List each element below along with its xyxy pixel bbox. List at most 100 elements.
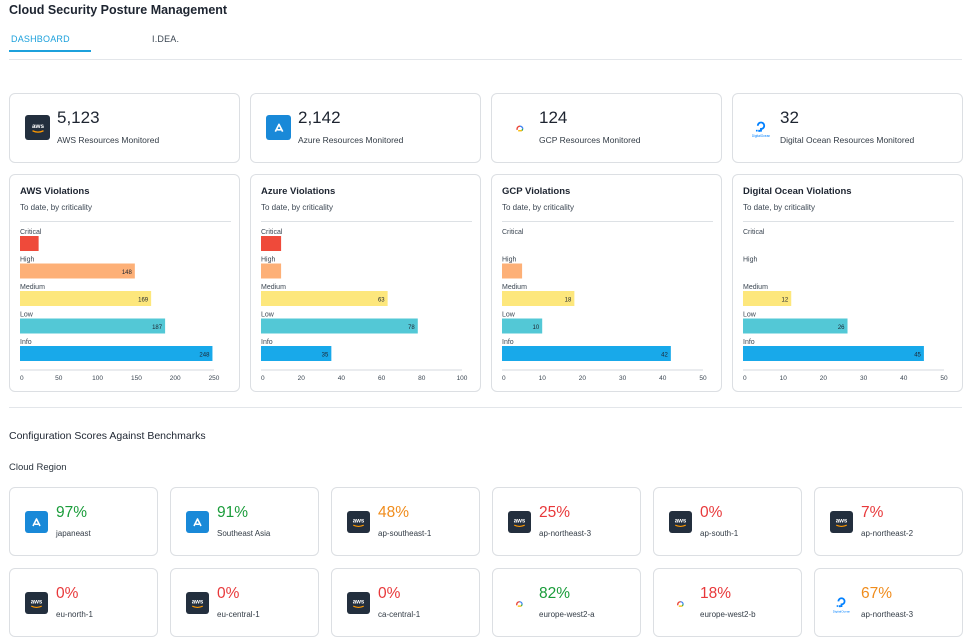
bar-critical[interactable] (20, 236, 39, 251)
resource-card-aws[interactable]: aws 5,123 AWS Resources Monitored (9, 93, 240, 163)
tab-idea[interactable]: I.DEA. (152, 34, 180, 44)
violations-bar-chart: Critical High Medium 18 Low 10 Info 42 0 10 20 30 40… (502, 229, 707, 382)
region-score-card[interactable]: 97% japaneast (9, 487, 158, 556)
category-label-info: Info (20, 339, 32, 346)
x-tick-label: 0 (502, 375, 506, 382)
x-tick-label: 20 (820, 375, 828, 382)
svg-text:aws: aws (353, 598, 365, 605)
x-tick-label: 50 (55, 375, 63, 382)
resource-card-azure[interactable]: 2,142 Azure Resources Monitored (250, 93, 481, 163)
svg-text:aws: aws (353, 517, 365, 524)
benchmarks-subtitle: Cloud Region (9, 462, 67, 473)
region-score-card[interactable]: aws 0% eu-central-1 (170, 568, 319, 637)
region-score-card[interactable]: aws 48% ap-southeast-1 (331, 487, 480, 556)
x-tick-label: 20 (298, 375, 306, 382)
region-score-card[interactable]: DigitalOcean 67% ap-northeast-3 (814, 568, 963, 637)
tab-bar: DASHBOARD I.DEA. (9, 28, 959, 52)
violations-bar-chart: Critical High Medium 12 Low 26 Info 45 0 10 20 30 40… (743, 229, 948, 382)
value-label-low: 26 (838, 325, 845, 331)
value-label-medium: 169 (138, 298, 149, 304)
x-tick-label: 0 (261, 375, 265, 382)
resource-label: AWS Resources Monitored (57, 135, 160, 145)
x-tick-label: 0 (743, 375, 747, 382)
region-score-card[interactable]: aws 25% ap-northeast-3 (492, 487, 641, 556)
x-tick-label: 100 (457, 375, 468, 382)
resource-count: 124 (539, 108, 568, 127)
chart-title: GCP Violations (502, 186, 571, 197)
region-score: 82% (539, 585, 571, 602)
bar-high[interactable] (261, 263, 282, 279)
category-label-low: Low (261, 312, 275, 319)
active-tab-indicator (9, 50, 91, 52)
bar-medium[interactable] (743, 291, 792, 306)
value-label-low: 10 (533, 325, 540, 331)
azure-icon (266, 115, 291, 140)
region-score: 18% (700, 585, 732, 602)
region-name: ap-southeast-1 (378, 529, 432, 538)
x-tick-label: 100 (92, 375, 103, 382)
svg-text:aws: aws (514, 517, 526, 524)
region-score-card[interactable]: 18% europe-west2-b (653, 568, 802, 637)
bar-medium[interactable] (261, 291, 388, 306)
value-label-info: 42 (661, 353, 668, 359)
region-name: europe-west2-b (700, 610, 756, 619)
value-label-info: 248 (199, 353, 210, 359)
aws-icon: aws (669, 511, 692, 533)
region-score: 97% (56, 504, 88, 521)
x-tick-label: 10 (539, 375, 547, 382)
category-label-medium: Medium (261, 284, 286, 291)
bar-medium[interactable] (20, 291, 152, 306)
tab-dashboard[interactable]: DASHBOARD (11, 34, 70, 44)
region-score-card[interactable]: aws 7% ap-northeast-2 (814, 487, 963, 556)
region-score: 0% (700, 504, 723, 521)
bar-low[interactable] (20, 318, 166, 334)
region-score-card[interactable]: 82% europe-west2-a (492, 568, 641, 637)
category-label-high: High (502, 257, 517, 264)
bar-info[interactable] (20, 346, 213, 361)
resource-count: 2,142 (298, 108, 341, 127)
category-label-critical: Critical (502, 229, 524, 236)
chart-header-divider (502, 221, 713, 222)
region-score-card[interactable]: 91% Southeast Asia (170, 487, 319, 556)
value-label-info: 45 (914, 353, 921, 359)
region-name: Southeast Asia (217, 529, 271, 538)
bar-info[interactable] (743, 346, 924, 361)
violations-card-gcp: GCP Violations To date, by criticality Cri… (491, 174, 722, 392)
region-score: 48% (378, 504, 410, 521)
category-label-critical: Critical (261, 229, 283, 236)
region-score: 25% (539, 504, 571, 521)
bar-info[interactable] (261, 346, 332, 361)
bar-high[interactable] (20, 263, 135, 279)
bar-low[interactable] (502, 318, 543, 334)
bar-medium[interactable] (502, 291, 575, 306)
bar-high[interactable] (502, 263, 523, 279)
region-name: europe-west2-a (539, 610, 595, 619)
bar-low[interactable] (261, 318, 418, 334)
region-score-card[interactable]: aws 0% ca-central-1 (331, 568, 480, 637)
chart-subtitle: To date, by criticality (20, 203, 93, 212)
resource-card-gcp[interactable]: 124 GCP Resources Monitored (491, 93, 722, 163)
bar-critical[interactable] (261, 236, 282, 251)
chart-header-divider (261, 221, 472, 222)
chart-title: AWS Violations (20, 186, 90, 197)
chart-title: Azure Violations (261, 186, 336, 197)
category-label-high: High (20, 257, 35, 264)
bar-low[interactable] (743, 318, 848, 334)
category-label-critical: Critical (743, 229, 765, 236)
region-score: 0% (56, 585, 79, 602)
svg-text:aws: aws (836, 517, 848, 524)
resource-card-do[interactable]: DigitalOcean 32 Digital Ocean Resources Mo… (732, 93, 963, 163)
chart-subtitle: To date, by criticality (502, 203, 575, 212)
category-label-info: Info (261, 339, 273, 346)
bar-info[interactable] (502, 346, 671, 361)
region-name: ap-northeast-2 (861, 529, 914, 538)
region-name: japaneast (56, 529, 91, 538)
region-score: 91% (217, 504, 249, 521)
category-label-info: Info (502, 339, 514, 346)
x-tick-label: 30 (619, 375, 627, 382)
svg-text:aws: aws (31, 123, 44, 130)
gcp-icon (508, 592, 531, 614)
region-score-card[interactable]: aws 0% ap-south-1 (653, 487, 802, 556)
category-label-high: High (261, 257, 276, 264)
region-score-card[interactable]: aws 0% eu-north-1 (9, 568, 158, 637)
